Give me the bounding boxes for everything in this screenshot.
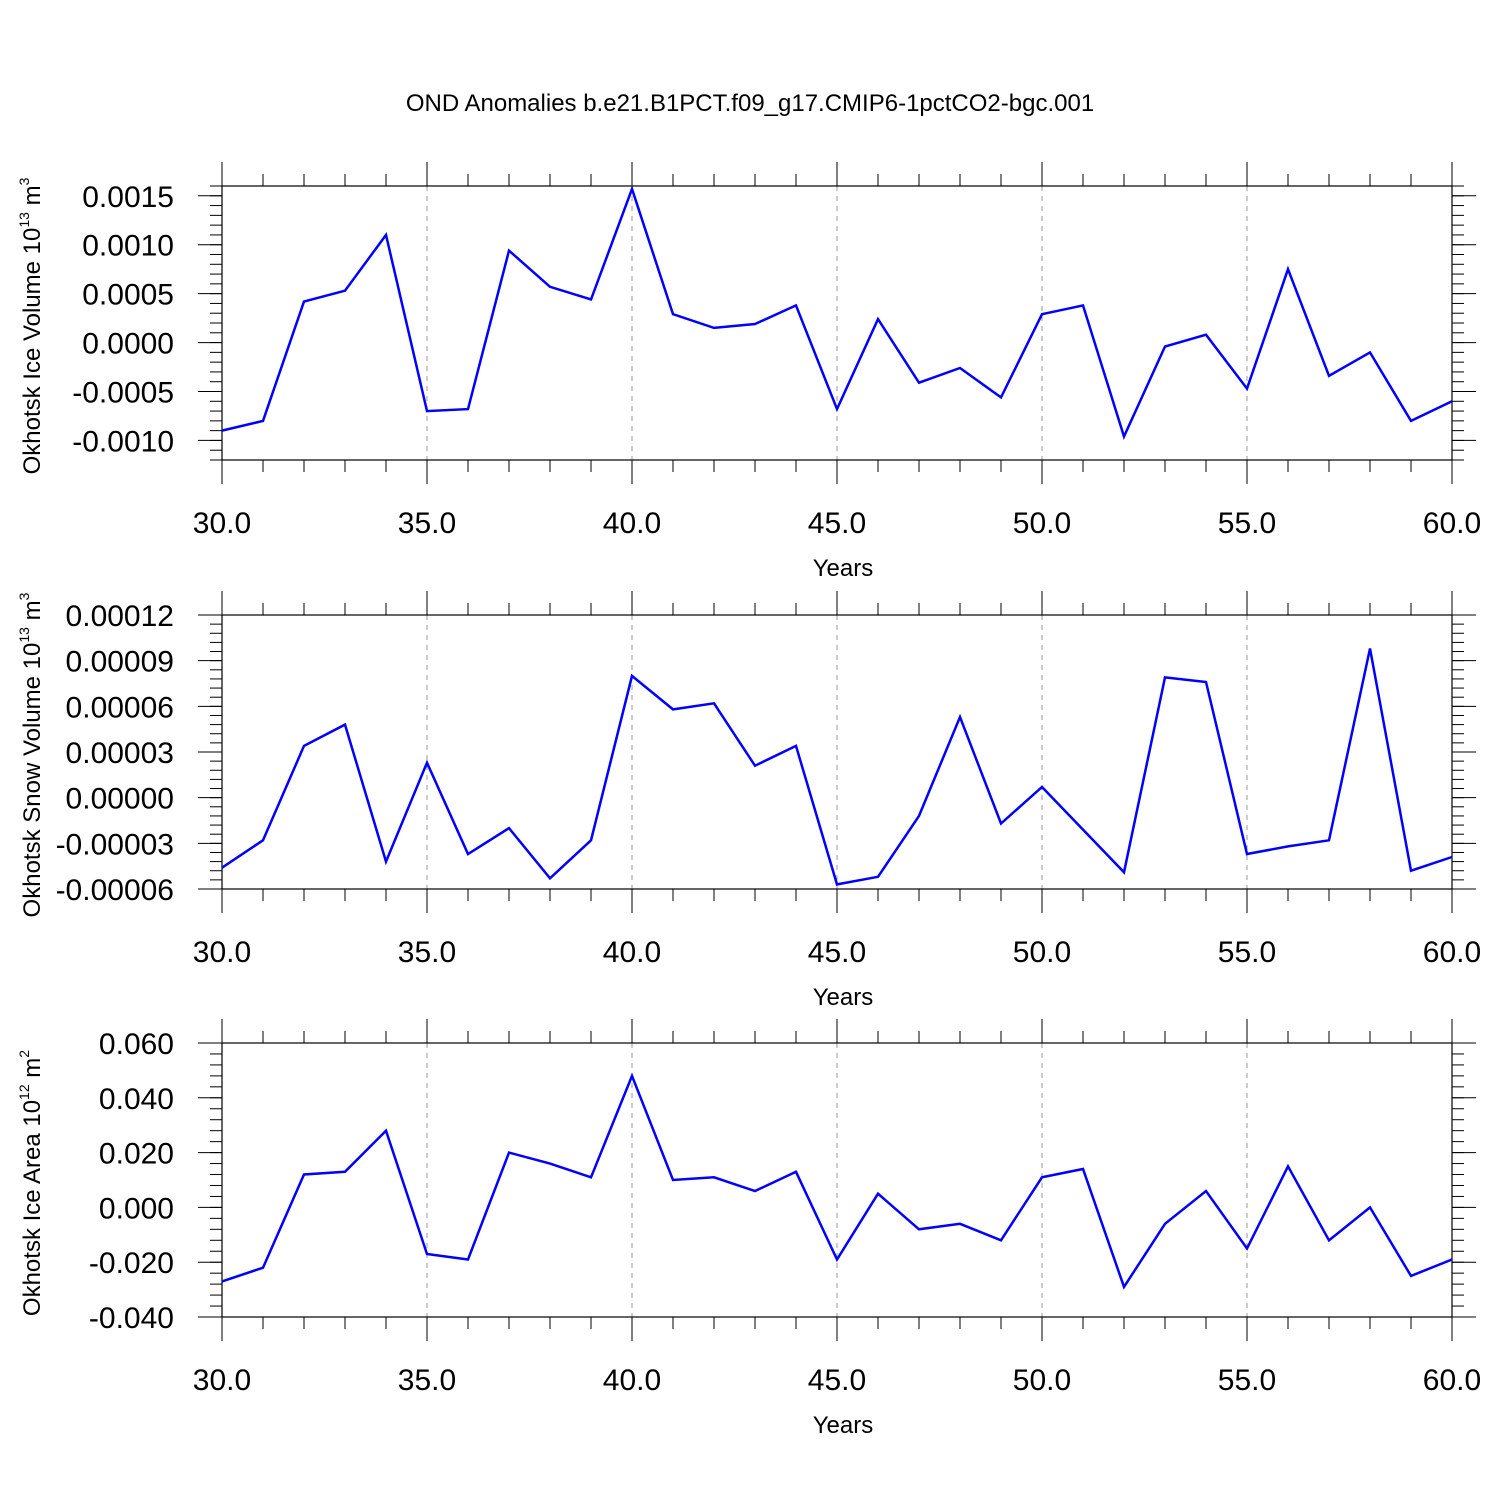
series-line (221, 648, 1453, 886)
y-tick-label: -0.020 (89, 1247, 174, 1280)
figure-title: OND Anomalies b.e21.B1PCT.f09_g17.CMIP6-… (406, 90, 1094, 117)
y-axis-label: Okhotsk Ice Area 1012 m2 (16, 1050, 46, 1316)
chart-panel-2: 30.0 35.0 40.0 45.0 50.0 55.0 60.0 -0.00006 -0.0… (16, 591, 1481, 1011)
x-tick-label: 60.0 (1423, 507, 1481, 540)
y-axis-label-unit-exponent: 3 (16, 177, 32, 185)
y-axis-label-exponent: 13 (16, 627, 32, 643)
y-tick-label: -0.040 (89, 1302, 174, 1335)
y-tick-label: -0.00003 (56, 828, 174, 861)
y-axis-label-exponent: 13 (16, 212, 32, 228)
y-tick-label: 0.040 (99, 1083, 174, 1116)
y-tick-label: 0.0000 (82, 328, 174, 361)
x-tick-label: 50.0 (1013, 1364, 1071, 1397)
y-axis-label-exponent: 12 (16, 1084, 32, 1100)
panels-group: 30.0 35.0 40.0 45.0 50.0 55.0 60.0 -0.0010 -0.00… (16, 162, 1481, 1439)
x-tick-label: 55.0 (1218, 936, 1276, 969)
chart-panel-3: 30.0 35.0 40.0 45.0 50.0 55.0 60.0 -0.040 -0.020… (16, 1019, 1481, 1439)
y-tick-label: 0.060 (99, 1028, 174, 1061)
y-tick-label: -0.00006 (56, 874, 174, 907)
x-tick-label: 40.0 (603, 1364, 661, 1397)
x-tick-label: 60.0 (1423, 936, 1481, 969)
y-axis-label: Okhotsk Snow Volume 1013 m3 (16, 592, 46, 917)
y-axis-label-text: Okhotsk Ice Volume 10 (19, 228, 46, 475)
y-tick-label: 0.00012 (66, 600, 174, 633)
y-axis-label: Okhotsk Ice Volume 1013 m3 (16, 177, 46, 474)
y-axis-label-unit: m (19, 185, 46, 212)
x-tick-label: 40.0 (603, 936, 661, 969)
y-tick-label: 0.00006 (66, 691, 174, 724)
series-line (221, 1072, 1453, 1290)
x-axis-label: Years (813, 1412, 874, 1439)
y-tick-label: 0.0015 (82, 181, 174, 214)
y-tick-label: 0.0010 (82, 230, 174, 263)
x-tick-label: 50.0 (1013, 507, 1071, 540)
y-tick-label: 0.00009 (66, 646, 174, 679)
x-axis-label: Years (813, 984, 874, 1011)
x-tick-label: 55.0 (1218, 1364, 1276, 1397)
x-tick-label: 50.0 (1013, 936, 1071, 969)
y-axis-label-unit-exponent: 3 (16, 592, 32, 600)
x-tick-label: 45.0 (808, 936, 866, 969)
x-tick-label: 55.0 (1218, 507, 1276, 540)
x-tick-label: 30.0 (193, 507, 251, 540)
chart-panel-1: 30.0 35.0 40.0 45.0 50.0 55.0 60.0 -0.0010 -0.00… (16, 162, 1481, 582)
y-tick-label: 0.0005 (82, 279, 174, 312)
x-tick-label: 35.0 (398, 507, 456, 540)
x-tick-label: 40.0 (603, 507, 661, 540)
y-axis-label-text: Okhotsk Snow Volume 10 (19, 643, 46, 918)
x-tick-label: 45.0 (808, 1364, 866, 1397)
x-tick-label: 30.0 (193, 936, 251, 969)
y-tick-label: 0.020 (99, 1138, 174, 1171)
x-tick-label: 35.0 (398, 1364, 456, 1397)
x-tick-label: 60.0 (1423, 1364, 1481, 1397)
y-tick-label: 0.000 (99, 1192, 174, 1225)
y-axis-label-unit-exponent: 2 (16, 1050, 32, 1058)
x-axis-label: Years (813, 555, 874, 582)
y-tick-label: -0.0010 (72, 425, 174, 458)
y-tick-label: 0.00000 (66, 783, 174, 816)
y-axis-label-text: Okhotsk Ice Area 10 (19, 1100, 46, 1316)
y-axis-label-unit: m (19, 600, 46, 627)
y-axis-label-unit: m (19, 1058, 46, 1085)
series-line (221, 185, 1453, 440)
x-tick-label: 35.0 (398, 936, 456, 969)
x-tick-label: 45.0 (808, 507, 866, 540)
x-tick-label: 30.0 (193, 1364, 251, 1397)
y-tick-label: -0.0005 (72, 377, 174, 410)
y-tick-label: 0.00003 (66, 737, 174, 770)
